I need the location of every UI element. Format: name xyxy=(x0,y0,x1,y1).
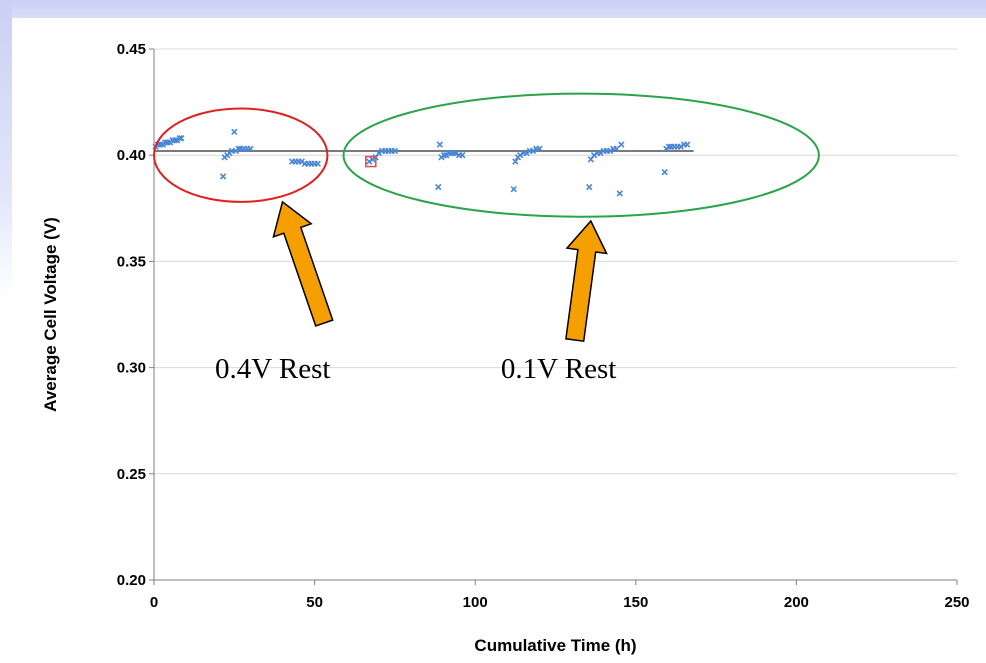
data-point xyxy=(450,149,457,157)
data-points xyxy=(152,128,691,197)
x-tick-label: 100 xyxy=(463,594,488,611)
data-point-stroke xyxy=(440,152,448,159)
x-tick-label: 200 xyxy=(784,594,809,611)
data-point xyxy=(445,149,453,157)
data-point-stroke xyxy=(616,190,623,197)
data-point-stroke xyxy=(665,143,673,150)
data-point xyxy=(440,152,448,159)
y-tick-label: 0.45 xyxy=(117,41,146,58)
data-point-stroke xyxy=(178,135,185,142)
data-point-stroke xyxy=(171,137,179,144)
data-point-stroke xyxy=(512,158,519,165)
annotation-label: 0.4V Rest xyxy=(215,353,330,385)
data-point xyxy=(178,135,185,142)
data-point-stroke xyxy=(162,139,169,146)
data-point xyxy=(391,147,399,155)
gridlines xyxy=(154,48,957,475)
x-tick-label: 150 xyxy=(623,594,648,611)
data-point-stroke xyxy=(247,145,254,152)
highlight-ellipse xyxy=(153,107,329,203)
annotations: 0.4V Rest 0.1V Rest xyxy=(153,92,820,385)
data-point-stroke xyxy=(613,145,620,152)
data-point-stroke xyxy=(459,152,466,159)
data-point-stroke xyxy=(661,169,668,176)
data-point xyxy=(536,145,543,152)
data-point xyxy=(171,137,179,144)
data-point-stroke xyxy=(586,183,593,191)
annotation-label: 0.1V Rest xyxy=(501,353,616,385)
data-point-square xyxy=(365,155,377,168)
data-point xyxy=(231,128,238,136)
data-point-stroke xyxy=(618,141,625,148)
x-tick-label: 250 xyxy=(944,594,969,611)
data-point-stroke xyxy=(436,141,444,148)
data-point xyxy=(162,139,169,146)
data-point-stroke xyxy=(684,141,691,148)
orange-arrow xyxy=(565,219,608,343)
data-point xyxy=(661,169,668,176)
data-point xyxy=(176,135,183,142)
data-point xyxy=(613,145,620,152)
data-point-stroke xyxy=(314,160,321,167)
data-point xyxy=(459,152,466,159)
data-point xyxy=(435,183,442,191)
data-point-stroke xyxy=(536,145,543,152)
y-tick-label: 0.40 xyxy=(117,147,146,164)
data-point-stroke xyxy=(176,135,183,142)
data-point-stroke xyxy=(510,186,517,193)
data-point-stroke xyxy=(452,149,460,157)
data-point-stroke xyxy=(445,149,453,157)
data-point xyxy=(436,141,444,148)
data-point xyxy=(665,143,673,150)
x-axis-title: Cumulative Time (h) xyxy=(474,636,636,655)
y-tick-label: 0.30 xyxy=(117,360,146,377)
data-point xyxy=(314,160,321,167)
x-tick-label: 0 xyxy=(150,594,158,611)
data-point-stroke xyxy=(391,147,399,155)
y-tick-label: 0.25 xyxy=(117,466,146,483)
slide-left-band xyxy=(0,0,12,663)
y-axis-title: Average Cell Voltage (V) xyxy=(41,217,60,412)
data-point-stroke xyxy=(231,128,238,136)
data-point-stroke xyxy=(298,158,305,165)
y-tick-label: 0.20 xyxy=(117,572,146,589)
data-point xyxy=(586,183,593,191)
tick-labels: 0.20 0.25 0.30 0.35 0.40 0.45 0 50 100 150 200 250 xyxy=(117,41,970,611)
data-point xyxy=(235,145,242,152)
data-point xyxy=(219,173,227,180)
data-point-stroke xyxy=(219,173,227,180)
axes xyxy=(149,48,958,585)
data-point-stroke xyxy=(450,149,457,157)
data-point xyxy=(616,190,623,197)
x-tick-label: 50 xyxy=(306,594,323,611)
orange-arrow xyxy=(272,200,334,327)
data-point xyxy=(618,141,625,148)
y-tick-label: 0.35 xyxy=(117,253,146,270)
data-point-stroke xyxy=(235,145,242,152)
data-point xyxy=(247,145,254,152)
highlight-ellipse xyxy=(342,92,820,218)
data-point xyxy=(510,186,517,193)
data-point xyxy=(512,158,519,165)
data-point xyxy=(684,141,691,148)
data-point-stroke xyxy=(435,183,442,191)
